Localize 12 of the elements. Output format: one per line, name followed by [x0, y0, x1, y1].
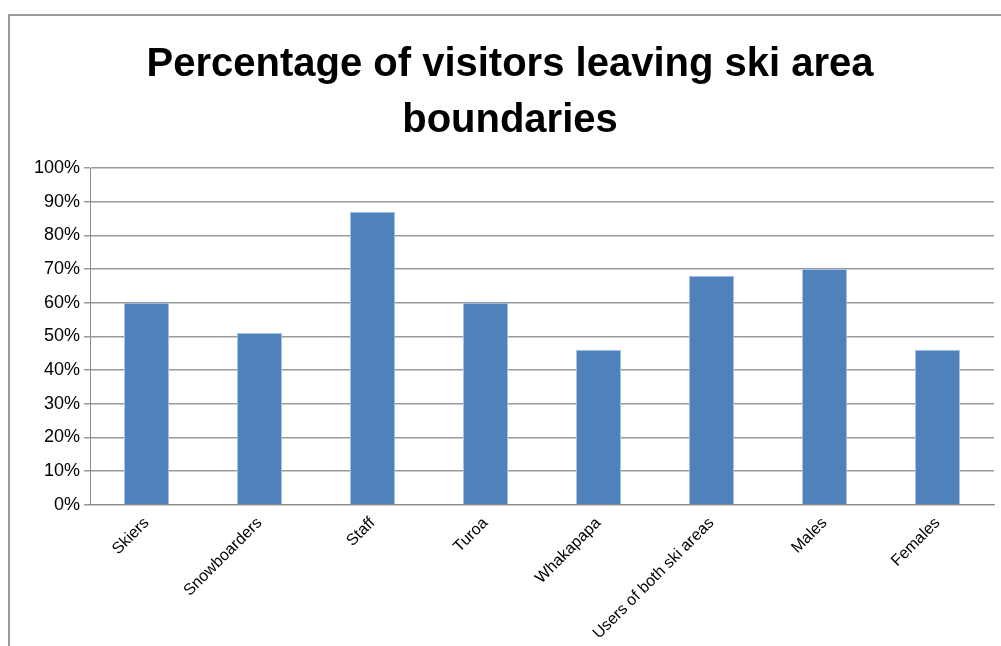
y-tick-label: 70% — [44, 257, 81, 278]
y-tick-label: 20% — [44, 426, 81, 447]
y-tick-label: 30% — [44, 392, 81, 413]
y-tick-label: 10% — [44, 460, 81, 481]
chart-title: Percentage of visitors leaving ski area boundaries — [145, 39, 875, 142]
y-tick-label: 60% — [44, 291, 81, 312]
y-tick-label: 80% — [44, 224, 81, 245]
y-tick-label: 100% — [33, 156, 81, 177]
y-tick-label: 40% — [44, 359, 81, 379]
y-tick-label: 0% — [54, 493, 81, 514]
y-tick-label: 50% — [44, 325, 81, 346]
y-tick-label: 90% — [44, 190, 81, 211]
